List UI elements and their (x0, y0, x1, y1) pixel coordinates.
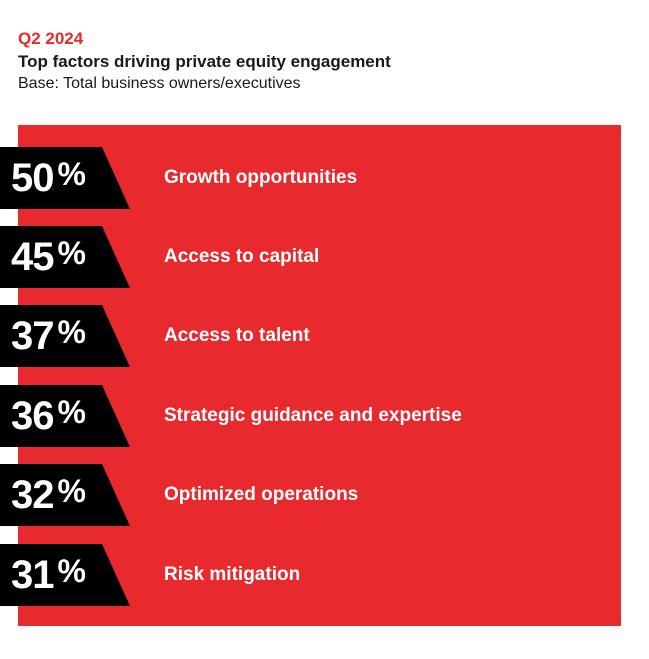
bar-value-number: 36 (11, 394, 54, 438)
category-label: Risk mitigation (164, 564, 301, 585)
bar-value-number: 37 (11, 314, 54, 358)
bar-value-unit: % (57, 156, 86, 192)
bar-value-number: 31 (11, 553, 54, 597)
bar-row: 31% Risk mitigation (0, 544, 649, 606)
category-label: Strategic guidance and expertise (164, 405, 462, 426)
bar-value-unit: % (57, 553, 86, 589)
bar-value-number: 50 (11, 156, 54, 200)
category-label: Access to talent (164, 325, 310, 346)
bar-row: 32% Optimized operations (0, 464, 649, 526)
chart-period: Q2 2024 (18, 29, 84, 48)
bar-row: 36% Strategic guidance and expertise (0, 385, 649, 447)
bar-value-unit: % (57, 473, 86, 509)
bar-row: 50% Growth opportunities (0, 147, 649, 209)
chart-header: Q2 2024 Top factors driving private equi… (18, 28, 391, 94)
bar-row: 37% Access to talent (0, 305, 649, 367)
value-tag: 50% (0, 147, 130, 209)
bar-value-unit: % (57, 314, 86, 350)
category-label: Optimized operations (164, 484, 359, 505)
value-tag: 36% (0, 385, 130, 447)
category-label: Access to capital (164, 246, 320, 267)
bar-value: 36% (11, 390, 86, 444)
bar-value: 50% (11, 152, 86, 206)
chart-subtitle: Base: Total business owners/executives (18, 75, 301, 92)
value-tag: 32% (0, 464, 130, 526)
category-label: Growth opportunities (164, 167, 358, 188)
bar-value-number: 32 (11, 473, 54, 517)
bar-value: 45% (11, 231, 86, 285)
bar-row: 45% Access to capital (0, 226, 649, 288)
chart-title: Top factors driving private equity engag… (18, 52, 391, 71)
bar-value-unit: % (57, 394, 86, 430)
bar-value: 32% (11, 469, 86, 523)
value-tag: 45% (0, 226, 130, 288)
value-tag: 37% (0, 305, 130, 367)
bar-value: 31% (11, 549, 86, 603)
bar-value-unit: % (57, 235, 86, 271)
value-tag: 31% (0, 544, 130, 606)
bar-value-number: 45 (11, 235, 54, 279)
bar-value: 37% (11, 310, 86, 364)
